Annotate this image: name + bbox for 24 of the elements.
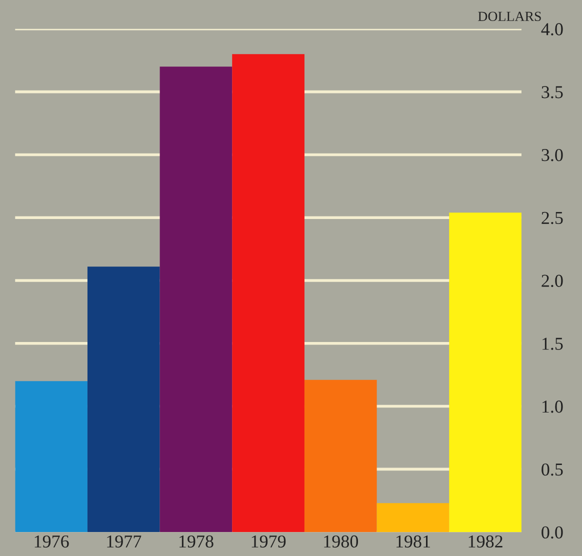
bar bbox=[376, 503, 450, 532]
y-tick-label: 2.0 bbox=[542, 274, 563, 288]
y-tick-label: 0.5 bbox=[542, 463, 563, 476]
y-tick-label: 2.5 bbox=[542, 212, 563, 224]
bar bbox=[87, 266, 160, 532]
x-tick-label: 1979 bbox=[252, 535, 286, 548]
bar bbox=[160, 66, 232, 532]
x-tick-label: 1982 bbox=[468, 535, 502, 548]
y-tick-label: 3.0 bbox=[542, 148, 563, 162]
bar bbox=[449, 212, 522, 532]
y-tick-label: 1.5 bbox=[542, 338, 563, 350]
bar bbox=[304, 380, 377, 532]
y-tick-label: 3.5 bbox=[542, 86, 563, 98]
y-tick-label: 1.0 bbox=[542, 400, 563, 413]
x-tick-label: 1977 bbox=[107, 535, 142, 548]
y-tick-label: 4.0 bbox=[541, 23, 563, 36]
bar bbox=[232, 54, 304, 532]
y-tick-label: 0.0 bbox=[542, 526, 563, 539]
x-tick-label: 1978 bbox=[180, 535, 214, 548]
y-axis-title: DOLLARS bbox=[478, 12, 541, 22]
x-tick-label: 1976 bbox=[34, 535, 69, 548]
bar bbox=[15, 381, 88, 532]
x-tick-label: 1981 bbox=[396, 535, 430, 548]
x-tick-label: 1980 bbox=[324, 535, 358, 548]
